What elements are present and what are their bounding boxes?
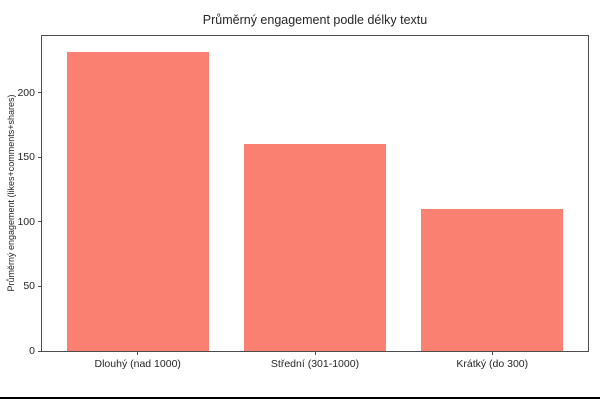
x-tick-label: Dlouhý (nad 1000) bbox=[94, 358, 181, 370]
x-tick-mark bbox=[137, 351, 139, 355]
y-tick-label: 0 bbox=[29, 345, 35, 357]
x-tick-mark bbox=[491, 351, 493, 355]
y-tick-mark bbox=[38, 285, 42, 287]
plot-area: 0 50 100 150 200 Dlouhý (nad 1000) Střední (30… bbox=[17, 35, 589, 370]
bar-1 bbox=[66, 51, 209, 351]
y-tick-mark bbox=[38, 221, 42, 223]
x-tick-mark bbox=[314, 351, 316, 355]
y-axis-label: Průměrný engagement (likes+comments+shar… bbox=[6, 94, 16, 292]
chart-title: Průměrný engagement podle délky textu bbox=[202, 13, 428, 27]
y-tick-label: 50 bbox=[23, 280, 35, 293]
y-tick-label: 200 bbox=[17, 86, 35, 99]
y-tick-mark bbox=[38, 92, 42, 94]
y-tick-label: 100 bbox=[17, 215, 35, 228]
bottom-window-edge bbox=[0, 396, 600, 399]
y-tick-label: 150 bbox=[17, 151, 35, 164]
bar-2 bbox=[244, 144, 386, 351]
x-tick-label: Krátký (do 300) bbox=[456, 358, 529, 370]
x-tick-label: Střední (301-1000) bbox=[270, 358, 360, 370]
y-tick-mark bbox=[38, 350, 42, 352]
bar-3 bbox=[421, 209, 564, 351]
y-tick-mark bbox=[38, 156, 42, 158]
